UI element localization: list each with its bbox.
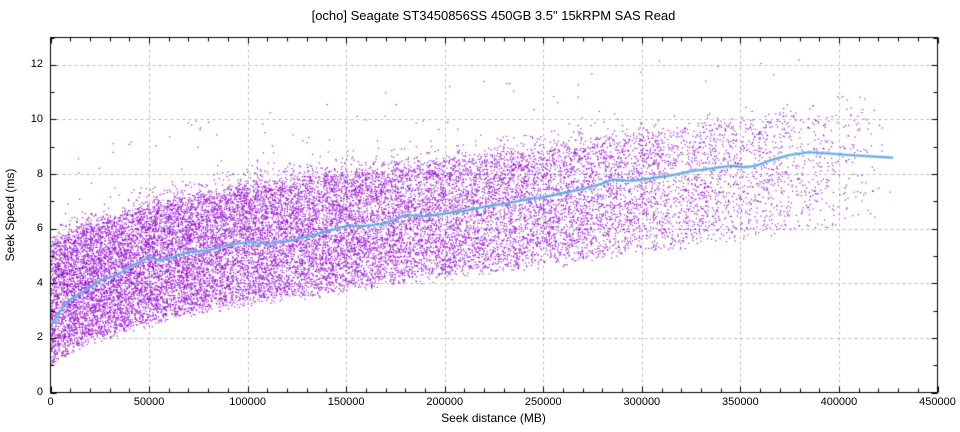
x-tick-label: 400000 bbox=[820, 396, 858, 408]
y-tick-label: 6 bbox=[36, 222, 43, 235]
y-tick-label: 4 bbox=[36, 276, 43, 289]
x-tick-label: 150000 bbox=[327, 396, 365, 408]
y-tick-label: 8 bbox=[36, 167, 43, 180]
x-tick-label: 450000 bbox=[919, 396, 956, 408]
y-tick-label: 10 bbox=[30, 112, 43, 125]
y-tick-label: 0 bbox=[36, 386, 43, 398]
x-tick-label: 200000 bbox=[426, 396, 464, 408]
x-tick-label: 100000 bbox=[229, 396, 266, 408]
x-tick-label: 300000 bbox=[623, 396, 661, 408]
chart-title: [ocho] Seagate ST3450856SS 450GB 3.5" 15… bbox=[311, 8, 676, 23]
x-tick-label: 350000 bbox=[722, 396, 759, 408]
x-tick-label: 50000 bbox=[133, 396, 165, 408]
x-tick-label: 250000 bbox=[524, 396, 562, 408]
x-axis-title: Seek distance (MB) bbox=[441, 411, 546, 425]
y-tick-label: 12 bbox=[30, 58, 43, 71]
x-tick-label: 0 bbox=[47, 396, 54, 408]
y-tick-label: 2 bbox=[36, 331, 43, 344]
y-axis-title: Seek Speed (ms) bbox=[3, 168, 17, 262]
